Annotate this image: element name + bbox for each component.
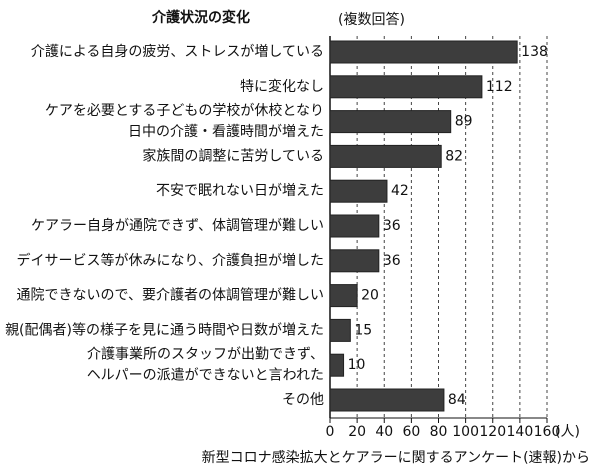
category-label: ケアラー自身が通院できず、体調管理が難しい: [31, 218, 324, 234]
category-label: 家族間の調整に苦労している: [142, 147, 324, 164]
x-tick-label: 140: [507, 424, 534, 440]
x-tick-label: 120: [479, 424, 506, 440]
category-label: その他: [282, 392, 324, 408]
category-label: 不安で眠れない日が増えた: [156, 183, 324, 199]
category-label: デイサービス等が休みになり、介護負担が増した: [17, 252, 324, 269]
category-label: ケアを必要とする子どもの学校が休校となり: [45, 102, 324, 119]
value-label: 15: [354, 322, 372, 338]
x-tick-label: 40: [375, 424, 393, 440]
value-label: 42: [391, 183, 409, 199]
bar: [329, 179, 388, 203]
bar: [329, 110, 452, 134]
category-label: ヘルパーの派遣ができないと言われた: [87, 368, 324, 384]
value-label: 84: [448, 392, 466, 408]
x-axis-label: (人): [555, 424, 580, 440]
x-tick-label: 0: [326, 424, 335, 440]
note: 新型コロナ感染拡大とケアラーに関するアンケート(速報)から: [202, 449, 590, 466]
category-label: 介護事業所のスタッフが出勤できず、: [87, 347, 324, 363]
value-label: 20: [361, 288, 379, 304]
category-label: 親(配偶者)等の様子を見に通う時間や日数が増えた: [5, 321, 324, 338]
value-label: 10: [348, 357, 366, 373]
x-tick-label: 160: [534, 424, 561, 440]
bar: [329, 353, 345, 377]
bar: [329, 388, 445, 412]
value-label: 36: [383, 218, 401, 234]
bar: [329, 40, 518, 64]
bar: [329, 318, 351, 342]
value-label: 89: [455, 114, 473, 130]
bar: [329, 144, 442, 168]
bar: [329, 214, 380, 238]
bar: [329, 284, 358, 308]
value-label: 112: [486, 79, 513, 95]
category-label: 日中の介護・看護時間が増えた: [128, 124, 324, 140]
value-label: 36: [383, 253, 401, 269]
chart-title: 介護状況の変化: [151, 9, 250, 26]
category-label: 特に変化なし: [240, 78, 324, 95]
x-tick-label: 20: [348, 424, 366, 440]
chart-subtitle: (複数回答): [338, 11, 405, 28]
category-label: 介護による自身の疲労、ストレスが増している: [31, 43, 324, 60]
bar: [329, 249, 380, 273]
bar: [329, 75, 483, 99]
x-tick-label: 80: [430, 424, 448, 440]
x-tick-label: 60: [402, 424, 420, 440]
x-tick-label: 100: [452, 424, 479, 440]
category-label: 通院できないので、要介護者の体調管理が難しい: [17, 288, 324, 304]
value-label: 138: [521, 44, 548, 60]
value-label: 82: [445, 148, 463, 164]
